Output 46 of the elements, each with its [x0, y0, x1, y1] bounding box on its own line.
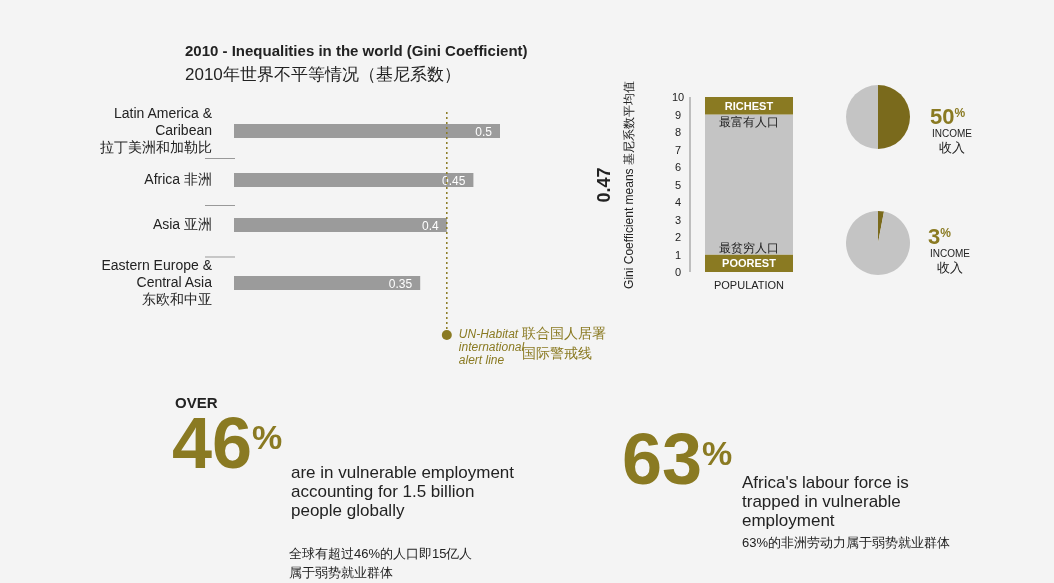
y-tick-label: 1: [674, 248, 682, 261]
bar: [705, 114, 793, 255]
chart-subtitle: 2010年世界不平等情况（基尼系数）: [185, 65, 461, 84]
text: 3$^{%}$: [928, 224, 952, 249]
text: 全球有超过46%的人口即15亿人: [289, 546, 473, 561]
pie-slice: [846, 211, 910, 275]
annotation: 最贫穷人口: [719, 240, 779, 255]
annotation: 最富有人口: [719, 114, 779, 129]
data-label: 0.45: [442, 174, 466, 188]
text: OVER: [175, 394, 218, 411]
y-tick-label: Africa 非洲: [144, 171, 212, 187]
y-tick-label: 4: [674, 196, 682, 208]
annotation: RICHEST: [724, 99, 774, 112]
annotation: POOREST: [722, 257, 777, 270]
data-label: 0.4: [422, 219, 440, 233]
text: 收入: [937, 260, 963, 275]
y-tick-label: Latin America & Caribean 拉丁美洲和加勒比: [100, 105, 213, 155]
pie-slice: [846, 85, 878, 149]
y-tick-label: 8: [674, 126, 682, 138]
text: 63%的非洲劳动力属于弱势就业群体: [742, 535, 951, 550]
y-tick-label: 9: [674, 108, 682, 121]
y-tick-label: 5: [674, 178, 682, 191]
y-tick-label: 6: [674, 161, 682, 173]
pie-slice: [878, 211, 884, 243]
y-tick-label: 3: [674, 213, 682, 226]
data-label: 0.5: [475, 125, 493, 139]
x-axis-title: POPULATION: [713, 279, 785, 291]
pie-slice: [878, 85, 910, 149]
text: INCOME: [932, 128, 973, 139]
y-tick-label: 7: [674, 143, 682, 156]
y-tick-label: 0: [674, 266, 682, 278]
chart-title: 2010 - Inequalities in the world (Gini Coefficient): [185, 42, 528, 59]
text: 50$^{%}$: [930, 104, 966, 129]
text: 0.47: [594, 167, 614, 203]
text: are in vulnerable employment accounting for 1.5 billion people globally: [291, 463, 515, 520]
y-axis-title: Gini Coefficient means 基尼系数平均值: [622, 81, 636, 289]
text: 属于弱势就业群体: [289, 565, 393, 580]
y-tick-label: 10: [671, 91, 685, 103]
text: INCOME: [930, 248, 971, 259]
text: 63$^{%}$: [622, 419, 733, 499]
y-tick-label: Eastern Europe & Central Asia 东欧和中亚: [101, 257, 213, 307]
text: 收入: [939, 140, 965, 155]
y-tick-label: 2: [674, 231, 682, 243]
data-label: 0.35: [388, 277, 413, 291]
y-tick-label: Asia 亚洲: [152, 216, 212, 232]
text: Africa's labour force is trapped in vulnerable employment: [742, 473, 909, 530]
